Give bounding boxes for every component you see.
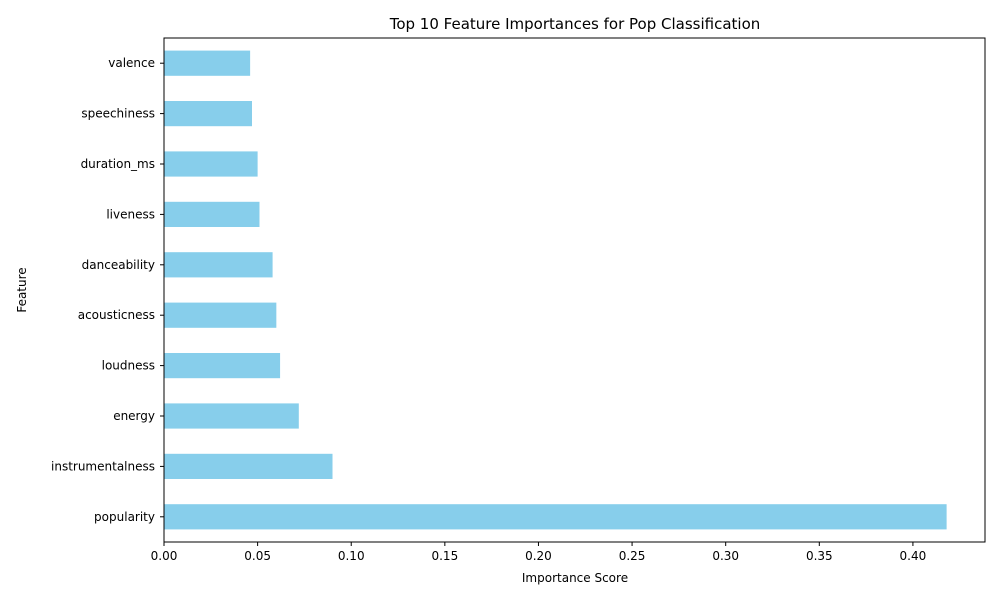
bar-energy xyxy=(164,403,299,429)
x-tick-label: 0.40 xyxy=(900,549,927,563)
bar-duration_ms xyxy=(164,151,258,177)
bar-acousticness xyxy=(164,302,277,328)
y-tick-label: danceability xyxy=(82,258,155,272)
axes-frame xyxy=(163,37,986,543)
bar-danceability xyxy=(164,252,273,278)
x-tick-label: 0.10 xyxy=(338,549,365,563)
y-tick-label: acousticness xyxy=(78,308,155,322)
x-tick-label: 0.15 xyxy=(431,549,458,563)
bar-valence xyxy=(164,50,251,76)
plot-frame xyxy=(163,37,986,543)
x-axis-ticks: 0.00 0.05 0.10 0.15 0.20 0.25 0.30 0.35 0.40 xyxy=(151,542,927,563)
bar-liveness xyxy=(164,201,260,227)
y-axis-ticks: popularity instrumentalness energy loudness… xyxy=(51,56,164,524)
bar-speechiness xyxy=(164,101,252,127)
x-tick-label: 0.35 xyxy=(806,549,833,563)
x-tick-label: 0.05 xyxy=(244,549,271,563)
y-tick-label: energy xyxy=(113,409,155,423)
bars xyxy=(164,50,947,530)
y-tick-label: popularity xyxy=(94,510,155,524)
x-tick-label: 0.25 xyxy=(619,549,646,563)
y-tick-label: valence xyxy=(108,56,155,70)
x-tick-label: 0.00 xyxy=(151,549,178,563)
x-tick-label: 0.20 xyxy=(525,549,552,563)
bar-popularity xyxy=(164,504,947,530)
bar-instrumentalness xyxy=(164,453,333,479)
x-tick-label: 0.30 xyxy=(712,549,739,563)
y-tick-label: instrumentalness xyxy=(51,459,155,473)
x-axis-label: Importance Score xyxy=(522,571,628,585)
bar-loudness xyxy=(164,353,281,379)
y-axis-label: Feature xyxy=(15,267,29,312)
chart-title: Top 10 Feature Importances for Pop Class… xyxy=(389,15,761,33)
y-tick-label: duration_ms xyxy=(81,157,155,171)
y-tick-label: loudness xyxy=(102,359,155,373)
y-tick-label: liveness xyxy=(106,207,155,221)
y-tick-label: speechiness xyxy=(81,107,155,121)
